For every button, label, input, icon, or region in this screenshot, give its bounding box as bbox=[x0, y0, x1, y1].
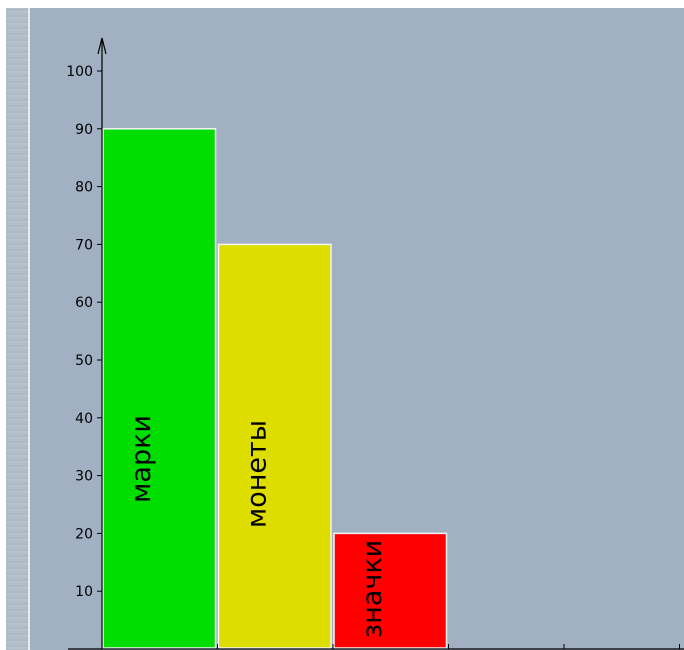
bar-2 bbox=[217, 243, 332, 649]
y-tick-label: 100 bbox=[66, 64, 93, 80]
left-texture-strip bbox=[6, 8, 28, 650]
axes-group bbox=[68, 37, 684, 650]
y-tick-label: 90 bbox=[75, 122, 93, 138]
y-tick-label: 70 bbox=[75, 237, 93, 253]
y-axis-arrow bbox=[97, 37, 107, 55]
y-tick-label: 10 bbox=[75, 584, 93, 600]
y-tick-label: 50 bbox=[75, 353, 93, 369]
bar-labels-group: марки монеты значки bbox=[126, 415, 388, 638]
bar-chart: 10 20 30 40 50 60 70 80 90 100 марки монеты значки bbox=[66, 37, 684, 650]
x-ticks-group bbox=[217, 644, 680, 649]
y-ticks-group: 10 20 30 40 50 60 70 80 90 100 bbox=[66, 64, 102, 600]
chart-frame: 10 20 30 40 50 60 70 80 90 100 марки монеты значки bbox=[6, 8, 684, 650]
bars-group bbox=[102, 128, 448, 649]
y-tick-label: 20 bbox=[75, 526, 93, 542]
y-tick-label: 30 bbox=[75, 469, 93, 485]
y-tick-label: 40 bbox=[75, 411, 93, 427]
bar-label-3: значки bbox=[357, 540, 388, 638]
bar-label-1: марки bbox=[126, 415, 157, 503]
y-tick-label: 80 bbox=[75, 180, 93, 196]
bar-1 bbox=[102, 128, 217, 649]
bar-label-2: монеты bbox=[241, 420, 272, 528]
bar-3 bbox=[333, 532, 448, 649]
y-tick-label: 60 bbox=[75, 295, 93, 311]
